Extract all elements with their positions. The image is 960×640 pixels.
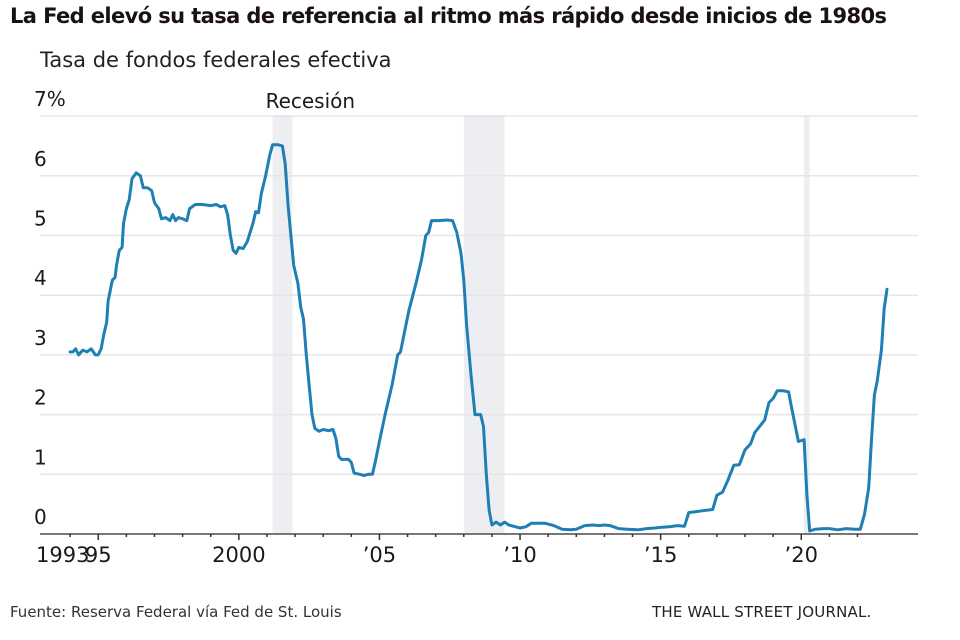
y-tick-label: 2 [34,386,47,410]
source-note: Fuente: Reserva Federal vía Fed de St. L… [10,603,342,621]
chart-title: La Fed elevó su tasa de referencia al ri… [10,4,887,28]
x-tick-label: 1993 [36,543,89,567]
recession-bands [272,115,810,534]
y-tick-label: 6 [34,147,47,171]
series-layer [68,143,889,533]
y-tick-label: 5 [34,207,47,231]
y-tick-label: 0 [34,505,47,529]
x-tick-label: ’10 [503,543,536,567]
publisher-credit: THE WALL STREET JOURNAL. [652,603,872,621]
y-tick-label: 3 [34,326,47,350]
y-tick-label: 1 [34,445,47,469]
recession-band [272,115,293,534]
recession-band [804,115,810,534]
y-axis-labels: 0 1 2 3 4 5 6 7% [34,87,66,529]
chart-subtitle: Tasa de fondos federales efectiva [40,48,392,72]
recession-band [463,115,505,534]
x-axis [40,533,918,540]
annotations: Recesión [266,89,356,113]
x-tick-label: ’05 [363,543,396,567]
y-tick-label: 4 [34,266,47,290]
y-tick-label: 7% [34,87,66,111]
x-tick-label: 95 [85,543,112,567]
x-tick-label: ’20 [785,543,818,567]
series-line [68,143,889,533]
recession-label: Recesión [266,89,356,113]
x-tick-label: ’15 [644,543,677,567]
x-tick-label: 2000 [212,543,265,567]
